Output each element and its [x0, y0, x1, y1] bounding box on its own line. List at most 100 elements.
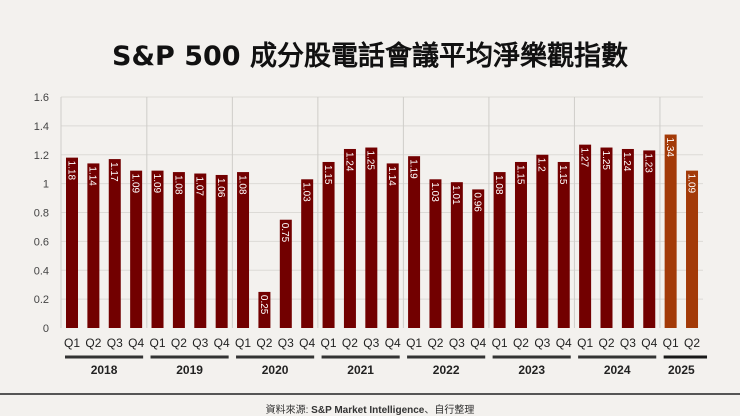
data-label: 1.15 [557, 165, 568, 185]
x-tick-label: Q2 [85, 336, 101, 350]
y-tick-label: 0.2 [34, 294, 49, 306]
bar [343, 148, 356, 328]
data-label: 1.15 [514, 165, 525, 185]
x-tick-label: Q1 [321, 336, 337, 350]
source-prefix: 資料來源: [265, 405, 312, 416]
bar [87, 163, 100, 328]
data-label: 1.01 [450, 185, 461, 205]
bar [172, 172, 185, 328]
data-label: 0.96 [472, 192, 483, 212]
data-label: 1.15 [322, 165, 333, 185]
x-tick-label: Q1 [235, 336, 251, 350]
x-tick-label: Q4 [385, 336, 401, 350]
data-label: 0.75 [279, 223, 290, 243]
x-tick-label: Q4 [556, 336, 572, 350]
bar [600, 147, 613, 328]
bar [322, 161, 335, 328]
data-label: 1.25 [365, 151, 376, 171]
year-label: 2019 [176, 363, 203, 377]
bar [536, 154, 549, 328]
data-label: 1.23 [643, 153, 654, 173]
bar [279, 219, 292, 328]
x-tick-label: Q2 [513, 336, 529, 350]
data-label: 1.08 [172, 175, 183, 195]
data-label: 1.18 [65, 161, 76, 181]
data-label: 1.19 [407, 159, 418, 179]
y-tick-label: 0.8 [34, 208, 49, 220]
x-tick-label: Q1 [64, 336, 80, 350]
bar [130, 170, 143, 328]
data-label: 1.03 [429, 182, 440, 202]
x-tick-label: Q4 [299, 336, 315, 350]
bar [514, 161, 527, 328]
y-tick-label: 0 [43, 323, 49, 335]
bar [643, 150, 656, 328]
data-label: 1.24 [343, 152, 354, 172]
data-label: 1.07 [194, 177, 205, 197]
data-label: 1.08 [493, 175, 504, 195]
bar [450, 182, 463, 328]
bar [237, 172, 250, 328]
bar [151, 170, 164, 328]
x-tick-label: Q3 [278, 336, 294, 350]
y-tick-label: 0.4 [34, 265, 49, 277]
x-tick-label: Q2 [171, 336, 187, 350]
data-label: 1.14 [87, 166, 98, 186]
bar [686, 170, 699, 328]
bar [258, 291, 271, 328]
x-tick-label: Q3 [192, 336, 208, 350]
data-label: 1.09 [151, 174, 162, 194]
x-tick-label: Q2 [427, 336, 443, 350]
x-tick-label: Q2 [684, 336, 700, 350]
data-label: 1.24 [621, 152, 632, 172]
x-tick-label: Q3 [534, 336, 550, 350]
x-tick-label: Q1 [577, 336, 593, 350]
x-tick-label: Q2 [256, 336, 272, 350]
bar [472, 189, 485, 328]
year-label: 2025 [668, 363, 695, 377]
data-label: 1.08 [236, 175, 247, 195]
x-tick-label: Q1 [492, 336, 508, 350]
x-tick-label: Q3 [107, 336, 123, 350]
y-tick-label: 1 [43, 179, 49, 191]
data-label: 1.14 [386, 166, 397, 186]
year-label: 2020 [262, 363, 289, 377]
source-suffix: 、自行整理 [424, 405, 475, 416]
data-label: 1.09 [685, 174, 696, 194]
x-tick-label: Q1 [663, 336, 679, 350]
x-tick-label: Q4 [128, 336, 144, 350]
data-label: 1.06 [215, 178, 226, 198]
data-label: 1.03 [301, 182, 312, 202]
year-label: 2022 [433, 363, 460, 377]
x-tick-label: Q1 [150, 336, 166, 350]
data-label: 0.25 [258, 295, 269, 315]
data-label: 1.09 [129, 174, 140, 194]
bar [429, 179, 442, 328]
bar [408, 156, 421, 328]
chart-title: S&P 500 成分股電話會議平均淨樂觀指數 [112, 41, 628, 72]
bar [579, 144, 592, 328]
bottom-divider [0, 393, 740, 395]
x-tick-label: Q2 [598, 336, 614, 350]
x-tick-label: Q3 [620, 336, 636, 350]
bar [108, 159, 121, 328]
x-tick-label: Q3 [363, 336, 379, 350]
y-tick-label: 0.6 [34, 236, 49, 248]
year-label: 2021 [347, 363, 374, 377]
bar [66, 157, 78, 328]
data-label: 1.25 [600, 151, 611, 171]
bar [621, 148, 634, 328]
data-label: 1.34 [664, 138, 675, 158]
year-label: 2023 [518, 363, 545, 377]
year-label: 2024 [604, 363, 631, 377]
bar [664, 134, 677, 328]
y-tick-label: 1.6 [34, 92, 49, 104]
x-tick-label: Q1 [406, 336, 422, 350]
bar [194, 173, 207, 328]
data-label: 1.17 [108, 162, 119, 182]
x-tick-label: Q4 [641, 336, 657, 350]
data-label: 1.27 [578, 148, 589, 168]
x-tick-label: Q4 [214, 336, 230, 350]
y-tick-label: 1.2 [34, 150, 49, 162]
